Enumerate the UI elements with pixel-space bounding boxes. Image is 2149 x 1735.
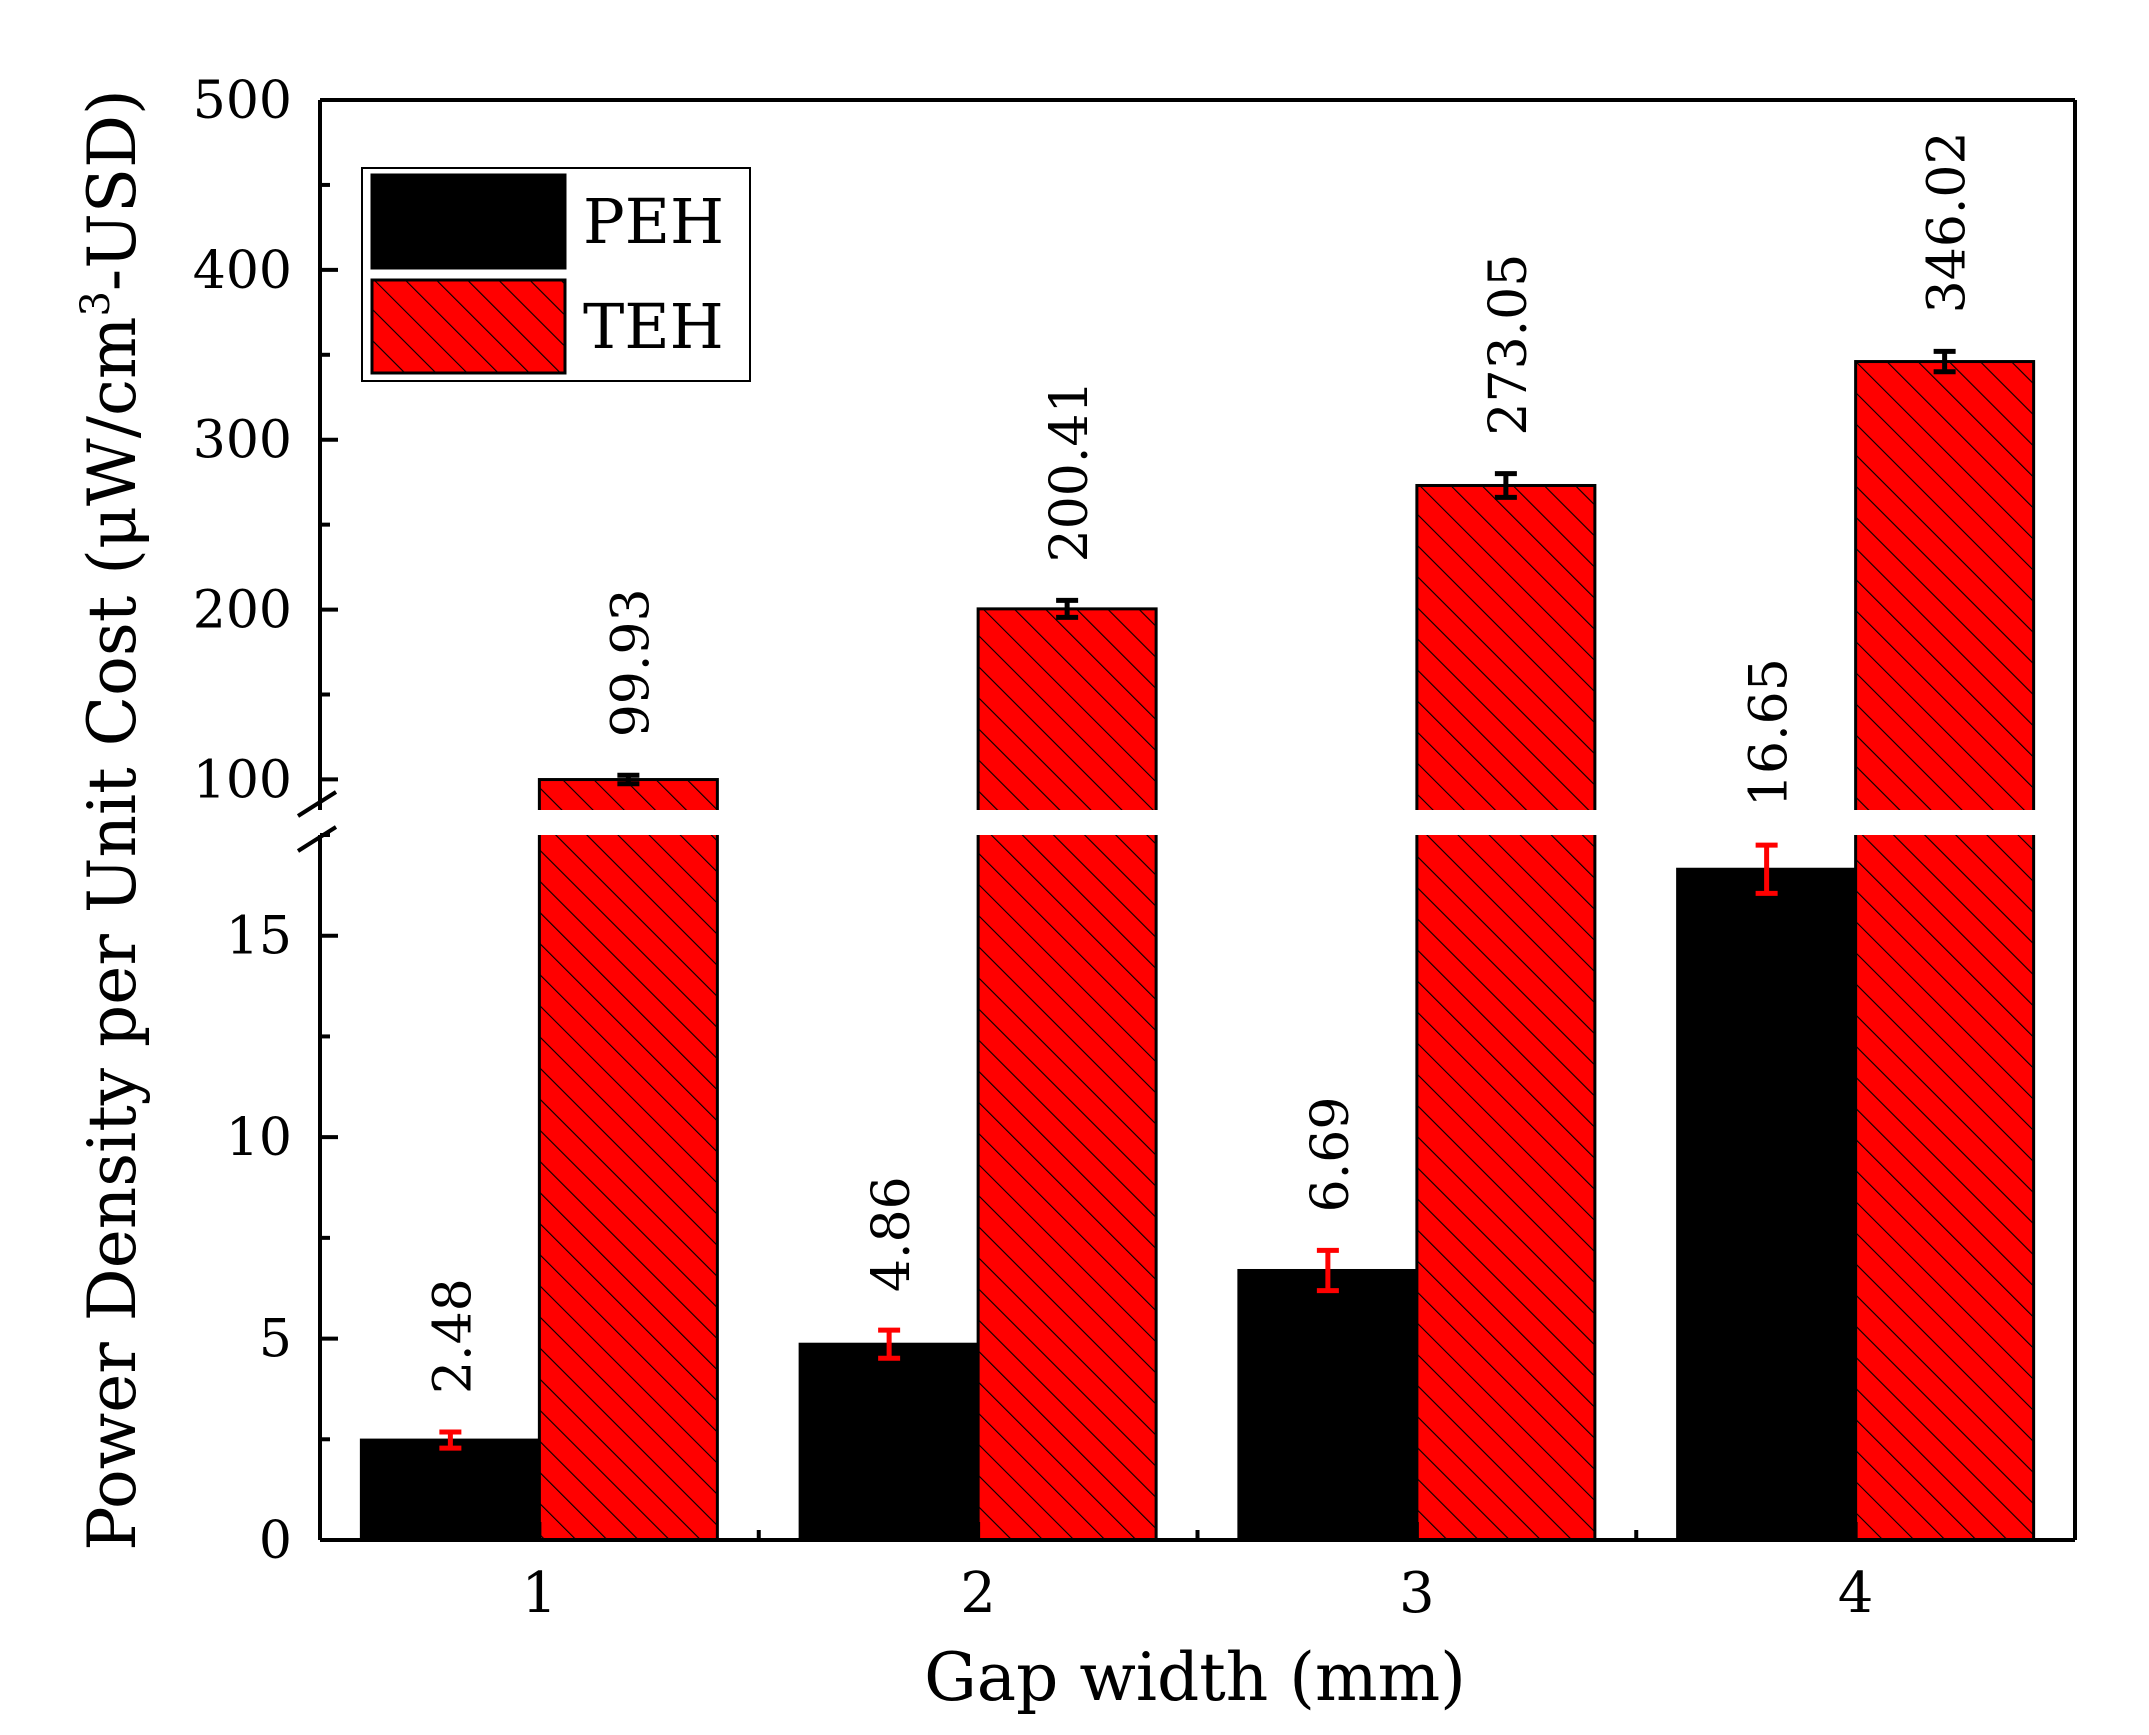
error-bar-teh-1	[617, 772, 640, 787]
axes-layer: 0 5 10 15 100 200 300 400 500 1 2 3 4	[193, 71, 2077, 1626]
y-axis-label: Power Density per Unit Cost (μW/cm3-USD)	[73, 89, 151, 1551]
bar-peh-2	[798, 1342, 980, 1542]
bars-layer	[322, 348, 2073, 1542]
axis-break-gap	[322, 810, 2073, 835]
y-axis-label-tail: -USD)	[74, 89, 151, 291]
y-tick-label-0: 0	[259, 1511, 292, 1571]
y-tick-label-5: 5	[259, 1310, 292, 1370]
y-tick-label-300: 300	[193, 411, 292, 471]
error-bar-peh-3	[1316, 1247, 1339, 1294]
y-axis-label-main: Power Density per Unit Cost (μW/cm	[74, 317, 151, 1551]
legend-label-teh: TEH	[583, 290, 724, 363]
bar-peh-1	[359, 1438, 541, 1542]
y-tick-label-100: 100	[193, 750, 292, 810]
legend-swatch-teh	[370, 278, 567, 375]
x-tick-label-1: 1	[522, 1561, 558, 1626]
bar-teh-3	[1415, 483, 1597, 1542]
error-bar-teh-3	[1494, 471, 1517, 500]
y-tick-label-200: 200	[193, 581, 292, 641]
bar-teh-4	[1854, 360, 2036, 1542]
data-label-peh-4: 16.65	[1740, 658, 1800, 807]
y-tick-label-500: 500	[193, 71, 292, 131]
error-bar-teh-2	[1056, 597, 1079, 620]
axis-break-mark-upper	[296, 790, 338, 818]
data-label-teh-4: 346.02	[1918, 131, 1978, 313]
x-axis-label: Gap width (mm)	[924, 1639, 1466, 1716]
axis-break-mark-lower	[296, 825, 338, 853]
data-label-peh-3: 6.69	[1301, 1097, 1361, 1213]
data-label-peh-2: 4.86	[862, 1176, 922, 1292]
y-tick-label-15: 15	[226, 907, 292, 967]
y-tick-label-10: 10	[226, 1108, 292, 1168]
error-bar-peh-4	[1755, 842, 1778, 896]
y-tick-label-400: 400	[193, 241, 292, 301]
bar-teh-1	[537, 778, 719, 1542]
data-label-teh-1: 99.93	[601, 588, 661, 737]
bar-peh-4	[1676, 867, 1858, 1542]
error-bar-peh-2	[878, 1327, 901, 1361]
legend: PEH TEH	[361, 167, 751, 382]
data-label-teh-2: 200.41	[1040, 380, 1100, 562]
data-labels-layer: 2.48 4.86 6.69 16.65 99.93 200.41 273.05 346.02	[423, 131, 1977, 1394]
y-axis-label-superscript: 3	[73, 291, 119, 316]
legend-label-peh: PEH	[583, 185, 724, 258]
x-tick-label-2: 2	[960, 1561, 996, 1626]
data-label-teh-3: 273.05	[1479, 254, 1539, 436]
bar-teh-2	[976, 607, 1158, 1542]
data-label-peh-1: 2.48	[423, 1278, 483, 1394]
error-bar-teh-4	[1933, 348, 1956, 375]
legend-swatch-peh	[370, 173, 567, 270]
bar-peh-3	[1237, 1268, 1419, 1542]
x-tick-label-4: 4	[1838, 1561, 1874, 1626]
error-bar-peh-1	[439, 1429, 462, 1451]
x-tick-label-3: 3	[1399, 1561, 1435, 1626]
